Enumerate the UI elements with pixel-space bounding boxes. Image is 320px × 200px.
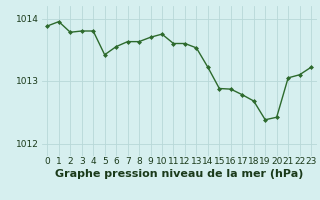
X-axis label: Graphe pression niveau de la mer (hPa): Graphe pression niveau de la mer (hPa) xyxy=(55,169,303,179)
